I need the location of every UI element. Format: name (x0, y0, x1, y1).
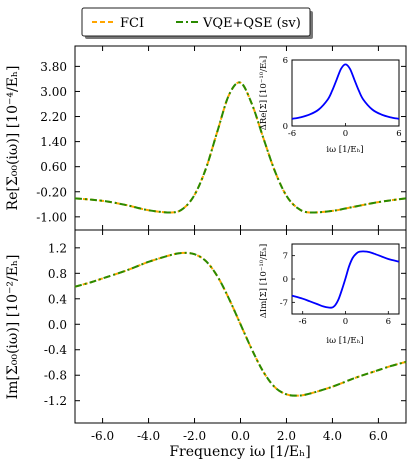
y-tick-label: 3.80 (40, 60, 67, 74)
y-tick-label: 1.40 (40, 135, 67, 149)
inset-y-tick-label: 6 (283, 56, 288, 66)
bottom-inset: 7 0 -7 -6 0 6 ΔIm[Σ] [10⁻¹⁰/Eₕ] iω [1/Eₕ] (259, 243, 400, 346)
inset-x-tick-label: 0 (343, 317, 348, 327)
inset-y-tick-label: 0 (283, 275, 288, 285)
legend: FCI VQE+QSE (sv) (81, 7, 313, 39)
y-tick-label: 0.0 (48, 318, 67, 332)
x-tick-label: 6.0 (369, 429, 388, 443)
bottom-inset-y-label: ΔIm[Σ] [10⁻¹⁰/Eₕ] (259, 244, 269, 318)
legend-label-vqe: VQE+QSE (sv) (202, 16, 301, 31)
y-tick-label: -0.8 (44, 369, 67, 383)
inset-x-tick-label: 6 (396, 129, 401, 139)
bottom-y-axis-label: Im[Σ₀₀(iω)] [10⁻²/Eₕ] (5, 255, 21, 400)
inset-x-tick-label: -6 (288, 129, 296, 139)
y-tick-label: -0.4 (44, 343, 68, 357)
bottom-inset-series (291, 250, 400, 309)
x-tick-label: -4.0 (137, 429, 160, 443)
legend-label-fci: FCI (120, 16, 144, 31)
y-tick-label: -1.2 (44, 394, 67, 408)
y-tick-label: -1.00 (36, 210, 67, 224)
top-series-vqe (74, 81, 407, 214)
top-inset-series (291, 63, 400, 120)
inset-y-tick-label: 7 (283, 252, 288, 262)
inset-y-tick-label: -7 (280, 298, 288, 308)
x-tick-label: -6.0 (91, 429, 114, 443)
x-tick-label: 0.0 (231, 429, 250, 443)
y-tick-label: 0.8 (48, 267, 67, 281)
inset-x-tick-label: 6 (386, 317, 391, 327)
inset-x-tick-label: 0 (343, 129, 348, 139)
top-panel: 3.80 3.00 2.20 1.40 0.60 -0.20 -1.00 Re[Σ₀₀(iω… (5, 45, 407, 231)
y-tick-label: 0.60 (40, 160, 67, 174)
y-tick-label: 1.2 (48, 241, 67, 255)
bottom-series-vqe (74, 251, 407, 397)
top-inset-y-label: ΔRe[Σ] [10⁻¹⁰/Eₕ] (259, 56, 269, 130)
bottom-axis-ticks: 1.2 0.8 0.4 0.0 -0.4 -0.8 -1.2 -6.0 -4.0 -2.0 0.0 2… (44, 230, 406, 443)
inset-x-tick-label: -6 (299, 317, 307, 327)
top-y-axis-label: Re[Σ₀₀(iω)] [10⁻⁴/Eₕ] (5, 66, 21, 211)
inset-y-tick-label: 0 (283, 122, 288, 132)
x-tick-label: 4.0 (323, 429, 342, 443)
top-inset: 60-6 0 6 ΔRe[Σ] [10⁻¹⁰/Eₕ] iω [1/Eₕ] (259, 56, 402, 155)
y-tick-label: 0.4 (48, 292, 67, 306)
top-y-ticks: 3.80 3.00 2.20 1.40 0.60 -0.20 -1.00 (36, 46, 406, 230)
y-tick-label: 3.00 (40, 85, 67, 99)
x-axis-label: Frequency iω [1/Eₕ] (169, 444, 310, 460)
x-tick-label: -2.0 (183, 429, 206, 443)
top-inset-x-label: iω [1/Eₕ] (326, 145, 363, 155)
y-tick-label: 2.20 (40, 110, 67, 124)
bottom-inset-x-label: iω [1/Eₕ] (326, 336, 363, 346)
x-tick-label: 2.0 (277, 429, 296, 443)
y-tick-label: -0.20 (36, 185, 67, 199)
bottom-panel: 1.2 0.8 0.4 0.0 -0.4 -0.8 -1.2 -6.0 -4.0 -2.0 0.0 2… (5, 229, 407, 460)
